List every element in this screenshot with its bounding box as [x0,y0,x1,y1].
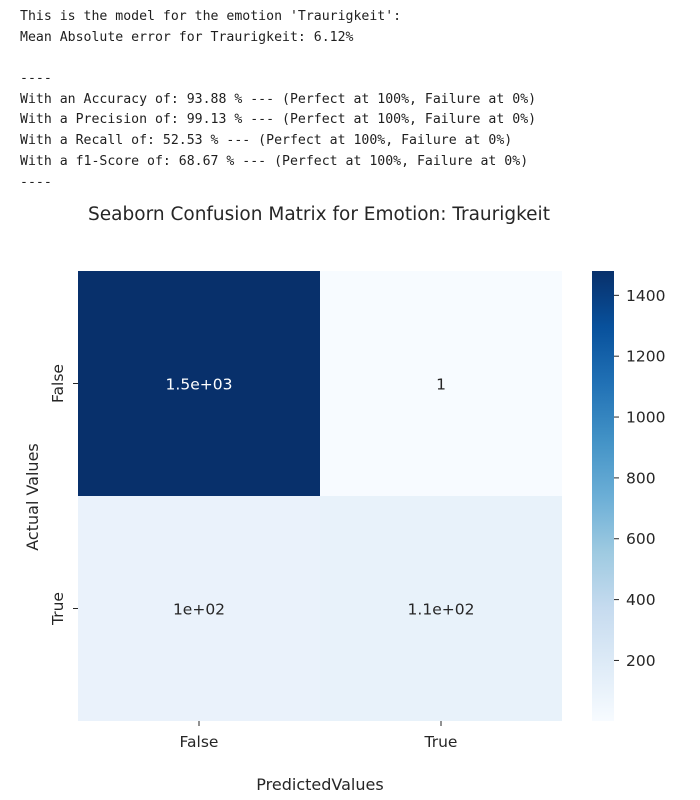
colorbar-ticks: 200 400 600 800 1000 1200 1400 [614,287,665,670]
heatmap-cells [78,271,562,721]
heatmap-annotations: 1.5e+03 1 1e+02 1.1e+02 [166,376,475,619]
colorbar-tick-label: 800 [626,469,656,487]
x-axis-label: PredictedValues [256,775,383,794]
heatmap-cell [320,271,562,496]
y-tick-label: True [49,592,67,626]
colorbar-tick-label: 200 [626,652,656,670]
output-line: This is the model for the emotion 'Traur… [20,9,402,24]
output-line: ---- [20,174,52,190]
console-output: This is the model for the emotion 'Traur… [20,7,536,193]
colorbar [592,271,614,721]
y-axis-ticks: False True [49,364,78,626]
cell-annotation: 1.5e+03 [166,376,233,394]
cell-annotation: 1e+02 [173,601,225,619]
chart-title: Seaborn Confusion Matrix for Emotion: Tr… [88,204,550,225]
y-axis-label: Actual Values [23,443,42,550]
heatmap-cell [78,271,320,496]
heatmap-cell [78,496,320,721]
output-line: With a f1-Score of: 68.67 % --- (Perfect… [20,153,529,169]
heatmap-cell [320,496,562,721]
colorbar-tick-label: 1200 [626,348,665,366]
cell-annotation: 1 [436,376,446,394]
x-axis-ticks: False True [180,721,458,751]
output-line: ---- [20,71,52,87]
output-line: With a Precision of: 99.13 % --- (Perfec… [20,112,537,128]
colorbar-tick-label: 600 [626,530,656,548]
colorbar-tick-label: 1000 [626,409,665,427]
y-tick-label: False [49,364,67,403]
output-line: With a Recall of: 52.53 % --- (Perfect a… [20,133,513,149]
x-tick-label: False [180,733,219,751]
x-tick-label: True [424,733,458,751]
cell-annotation: 1.1e+02 [408,601,475,619]
output-line: Mean Absolute error for Traurigkeit: 6.1… [20,29,354,45]
colorbar-tick-label: 1400 [626,287,665,305]
output-line: With an Accuracy of: 93.88 % --- (Perfec… [20,91,537,107]
colorbar-tick-label: 400 [626,591,656,609]
